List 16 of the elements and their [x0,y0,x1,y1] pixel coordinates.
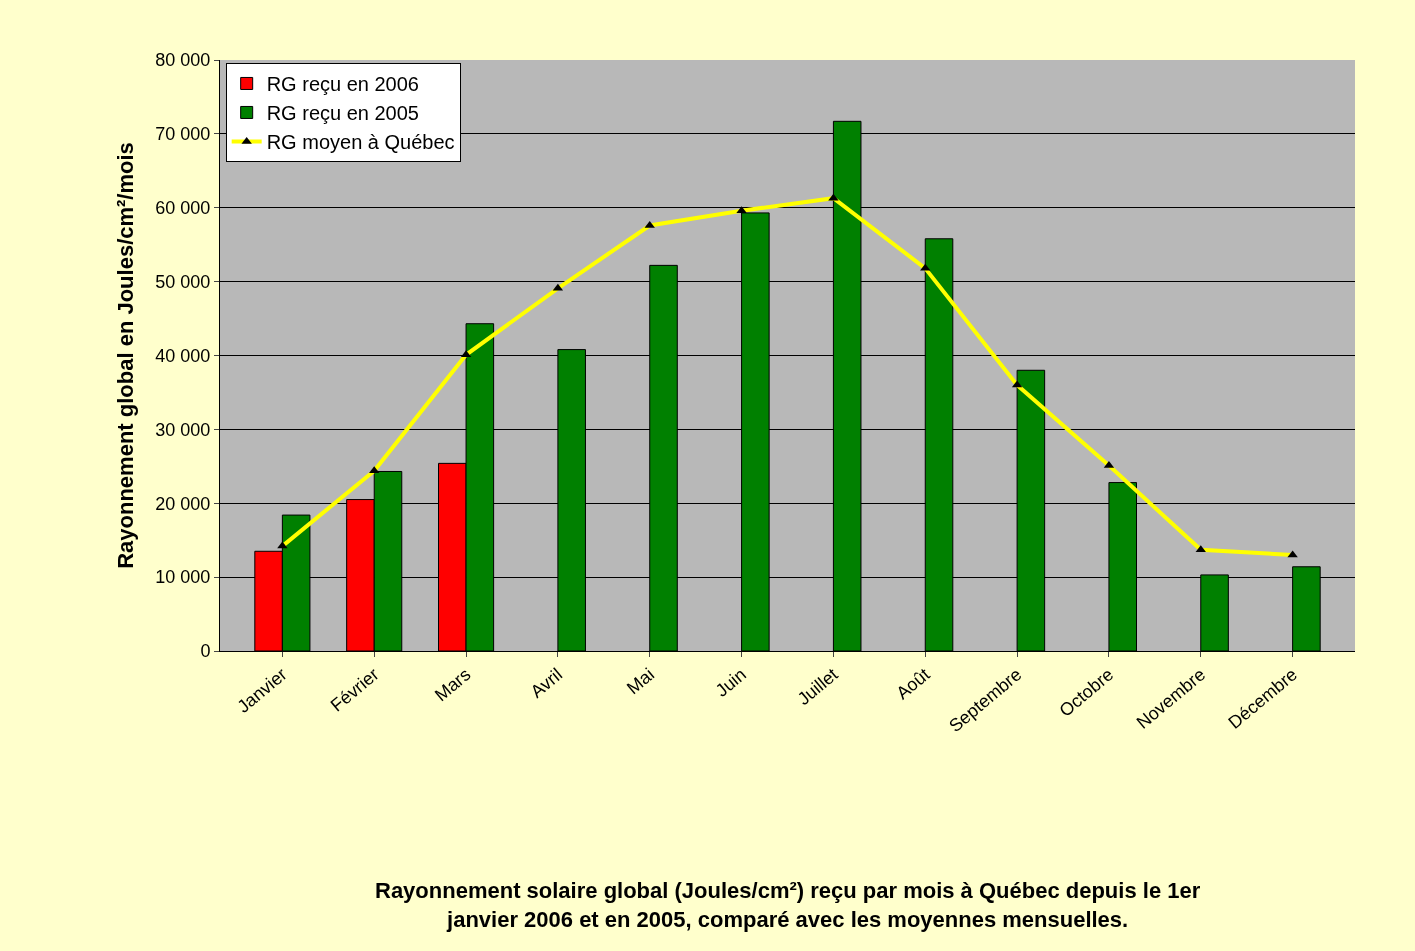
y-tick-label: 10 000 [155,567,211,588]
x-tick-label: Mai [623,664,659,699]
y-tick-label: 30 000 [155,419,211,440]
y-tick-label: 70 000 [155,124,211,145]
legend-label: RG moyen à Québec [266,131,455,154]
y-tick-label: 0 [200,641,211,662]
y-axis-title: Rayonnement global en Joules/cm²/mois [113,142,139,569]
y-tick-label: 60 000 [155,198,211,219]
y-tick-label: 20 000 [155,493,211,514]
y-tick-label: 50 000 [155,271,211,292]
text: Rayonnement solaire global (Joules/cm²) reçu par mois à Québec depuis le 1er janvier 2006 et en 2005, comparé avec les moyennes mensuelles. [375,878,1201,932]
y-tick-label: 80 000 [155,50,211,71]
x-tick-label: Juin [711,664,750,701]
y-tick-label: 40 000 [155,345,211,366]
legend-label: RG reçu en 2006 [266,73,419,96]
legend-label: RG reçu en 2005 [266,102,419,125]
